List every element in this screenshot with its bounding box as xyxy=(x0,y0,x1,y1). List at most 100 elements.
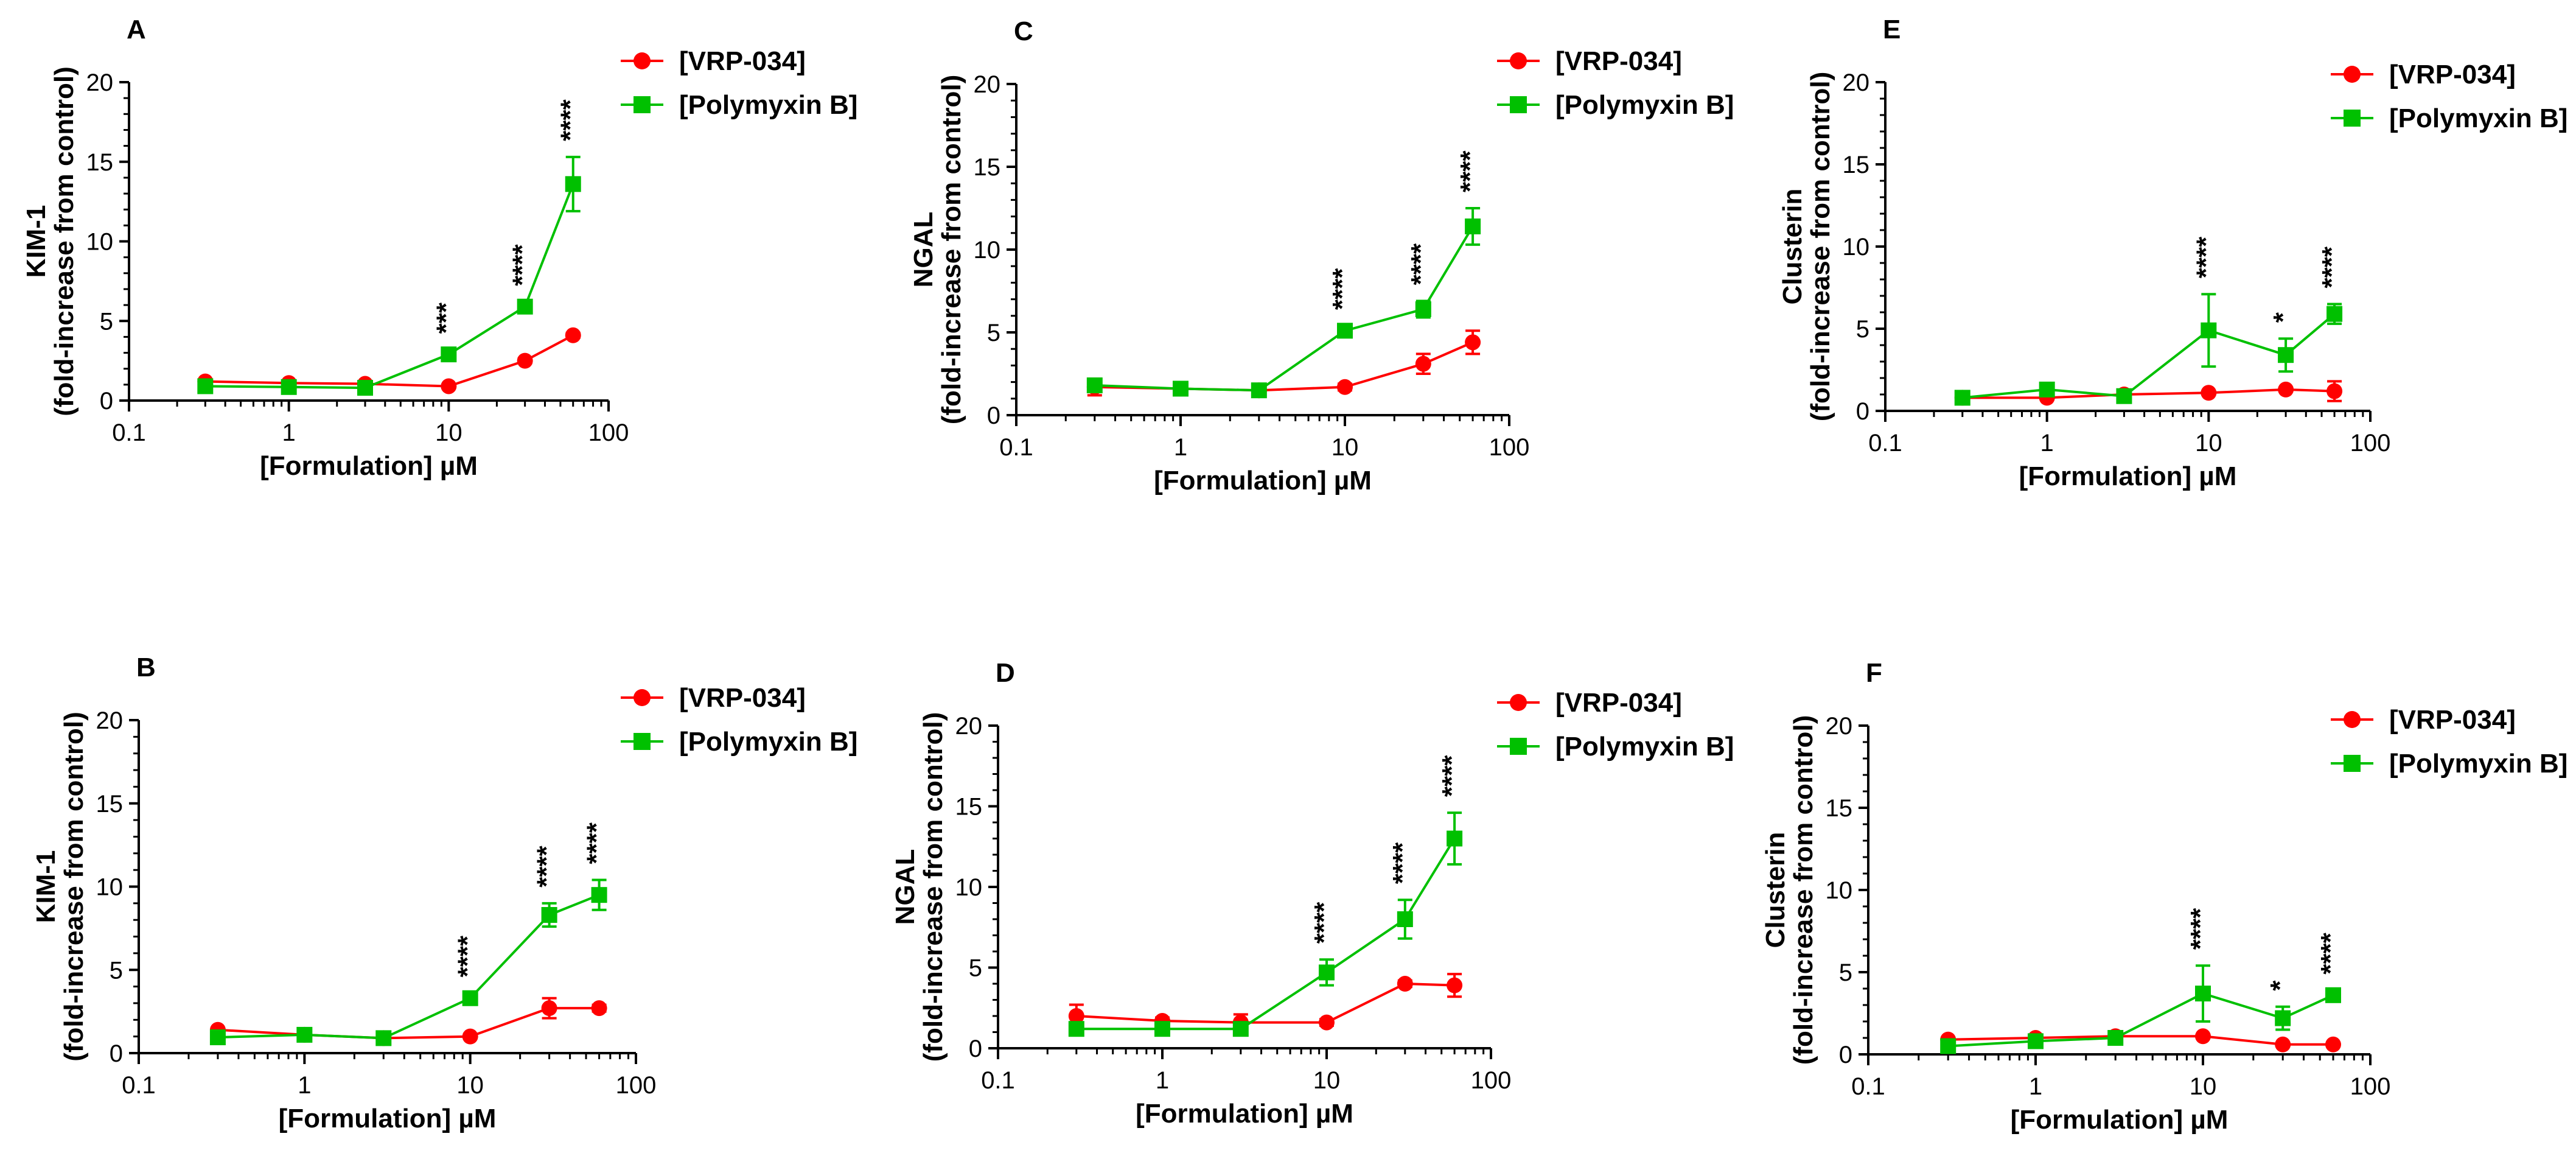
y-tick-label: 0 xyxy=(1839,1042,1852,1068)
legend-label: [VRP-034] xyxy=(1555,688,1682,718)
y-tick-label: 20 xyxy=(1826,713,1853,740)
legend-marker xyxy=(634,689,651,706)
significance-marker: **** xyxy=(2316,932,2345,974)
y-tick-label: 20 xyxy=(974,71,1001,98)
x-tick-label: 0.1 xyxy=(1868,430,1902,457)
y-tick-label: 5 xyxy=(110,957,123,984)
panel-letter: D xyxy=(996,658,1015,688)
significance-marker: **** xyxy=(2317,246,2347,288)
y-tick-label: 10 xyxy=(955,874,983,901)
y-axis-title-line2: (fold-increase from control) xyxy=(59,712,89,1062)
data-point xyxy=(517,298,533,315)
series-line xyxy=(217,894,600,1040)
data-point xyxy=(1465,334,1481,351)
data-point xyxy=(1415,301,1431,317)
data-point xyxy=(2278,347,2294,363)
series-line xyxy=(1962,388,2335,399)
y-tick-label: 5 xyxy=(969,955,982,982)
data-point xyxy=(1397,911,1413,927)
y-tick-label: 15 xyxy=(955,794,983,821)
x-tick-label: 1 xyxy=(298,1072,311,1099)
x-tick-label: 10 xyxy=(2190,1073,2217,1100)
panel-a: 0 5 10 15 20 0.1 1 10 100 [Formulation] µM KIM-1(f… xyxy=(21,15,857,481)
y-axis-title-line1: Clusterin xyxy=(1761,832,1790,948)
data-point xyxy=(441,346,457,363)
x-axis-title: [Formulation] µM xyxy=(279,1104,497,1133)
panel-letter: E xyxy=(1883,15,1901,44)
data-point xyxy=(591,1000,607,1017)
legend-label: [Polymyxin B] xyxy=(1555,732,1734,762)
legend-marker xyxy=(2344,711,2361,728)
series-polymyxin-b: [Polymyxin B] xyxy=(1068,732,1734,1037)
panel-e: 0 5 10 15 20 0.1 1 10 100 [Formulation] µM Cluster… xyxy=(1778,15,2567,491)
significance-marker: **** xyxy=(1309,902,1339,944)
y-tick-label: 15 xyxy=(974,154,1001,181)
significance-marker: **** xyxy=(453,935,483,977)
significance-marker: **** xyxy=(2185,908,2215,950)
y-axis-title-line1: Clusterin xyxy=(1778,189,1807,305)
significance-marker: **** xyxy=(1387,842,1417,884)
data-point xyxy=(2195,986,2211,1002)
data-point xyxy=(2201,385,2217,401)
data-point xyxy=(462,1028,478,1045)
x-tick-label: 1 xyxy=(282,419,296,446)
data-point xyxy=(2028,1033,2044,1049)
data-point xyxy=(2275,1036,2291,1053)
series-polymyxin-b: [Polymyxin B] xyxy=(1954,103,2567,406)
data-point xyxy=(1173,380,1189,397)
data-point xyxy=(1068,1008,1084,1024)
data-point xyxy=(2325,987,2341,1003)
x-tick-label: 100 xyxy=(588,419,629,446)
data-point xyxy=(1465,218,1481,234)
legend-label: [Polymyxin B] xyxy=(679,90,857,120)
data-point xyxy=(1251,382,1267,399)
data-point xyxy=(296,1026,313,1043)
significance-marker: **** xyxy=(2191,236,2221,278)
series-polymyxin-b: [Polymyxin B] xyxy=(197,90,857,396)
panel-d: 0 5 10 15 20 0.1 1 10 100 [Formulation] µM NGAL(fo… xyxy=(890,658,1734,1129)
y-tick-label: 10 xyxy=(974,237,1001,264)
x-tick-label: 0.1 xyxy=(112,419,146,446)
significance-marker: **** xyxy=(532,845,562,887)
y-tick-label: 10 xyxy=(86,229,114,256)
y-tick-label: 0 xyxy=(110,1040,123,1067)
x-tick-label: 1 xyxy=(1174,434,1187,461)
y-axis-title-line2: (fold-increase from control) xyxy=(49,66,79,416)
data-point xyxy=(2107,1030,2124,1046)
data-point xyxy=(2326,306,2343,322)
y-axis-title-line1: NGAL xyxy=(890,849,920,925)
legend-marker xyxy=(1510,52,1527,69)
x-tick-label: 0.1 xyxy=(999,434,1033,461)
data-point xyxy=(1068,1021,1084,1037)
y-tick-label: 10 xyxy=(96,874,124,901)
y-tick-label: 15 xyxy=(96,791,124,818)
data-point xyxy=(197,378,214,394)
legend-marker xyxy=(2344,755,2361,772)
data-point xyxy=(281,379,297,395)
significance-marker: **** xyxy=(508,244,537,286)
data-point xyxy=(1954,390,1970,406)
x-tick-label: 100 xyxy=(2350,1073,2391,1100)
data-point xyxy=(1397,976,1413,992)
y-tick-label: 5 xyxy=(1839,959,1852,986)
legend-label: [VRP-034] xyxy=(1555,46,1682,76)
x-tick-label: 1 xyxy=(2029,1073,2042,1100)
x-tick-label: 100 xyxy=(1489,434,1530,461)
y-tick-label: 0 xyxy=(100,388,113,415)
data-point xyxy=(1232,1021,1249,1037)
legend-marker xyxy=(2344,66,2361,83)
series-line xyxy=(1962,313,2336,399)
x-tick-label: 100 xyxy=(2350,430,2391,457)
y-tick-label: 20 xyxy=(1843,69,1870,96)
data-point xyxy=(2195,1028,2211,1045)
legend-label: [VRP-034] xyxy=(2389,705,2516,735)
data-point xyxy=(2278,381,2294,398)
significance-marker: *** xyxy=(431,302,461,334)
y-tick-label: 15 xyxy=(1843,152,1870,178)
data-point xyxy=(591,887,607,903)
series-line xyxy=(205,334,574,388)
y-tick-label: 5 xyxy=(1856,316,1869,343)
x-tick-label: 1 xyxy=(2040,430,2054,457)
significance-marker: * xyxy=(2268,312,2298,323)
